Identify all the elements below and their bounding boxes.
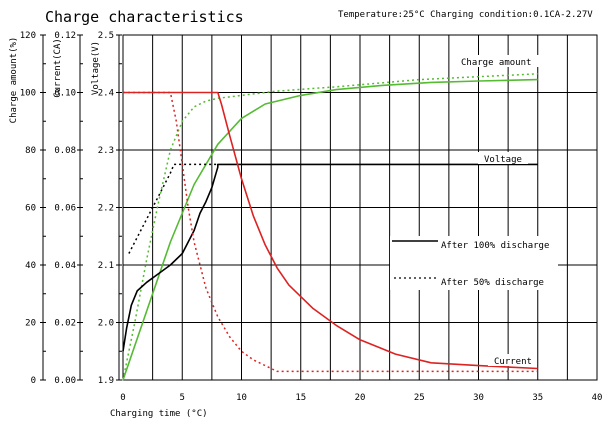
voltage-annotation: Voltage <box>484 155 522 165</box>
legend-bg <box>390 236 558 290</box>
voltage-tick-label: 2.2 <box>98 204 114 214</box>
x-axis: 0 5 10 15 20 25 30 35 40 <box>120 393 602 403</box>
charge_amount-tick-label: 0 <box>31 376 36 386</box>
current-tick-label: 0.04 <box>54 261 76 271</box>
legend-label-50: After 50% discharge <box>441 278 544 288</box>
chart-title: Charge characteristics <box>45 8 244 26</box>
current-tick-label: 0.10 <box>54 89 76 99</box>
current-tick-label: 0.08 <box>54 146 76 156</box>
x-tick-label: 40 <box>592 393 603 403</box>
current-tick-label: 0.00 <box>54 376 76 386</box>
voltage-annotation-bg <box>478 152 528 164</box>
charge-curve-dotted <box>122 73 538 381</box>
voltage-axis-label: Voltage(V) <box>91 41 101 95</box>
x-tick-label: 35 <box>532 393 543 403</box>
charge_amount-tick-label: 40 <box>25 261 36 271</box>
legend: After 100% discharge After 50% discharge <box>390 236 558 290</box>
charge-amount-annotation: Charge amount <box>461 58 531 68</box>
current-axis-label: Current(CA) <box>53 38 63 98</box>
voltage-tick-label: 2.4 <box>98 89 114 99</box>
charge-amount-annotation-bg <box>455 55 539 67</box>
voltage-tick-label: 2.3 <box>98 146 114 156</box>
voltage-curve-solid <box>122 163 538 352</box>
x-tick-label: 15 <box>295 393 306 403</box>
charge-axis-label: Charge amount(%) <box>9 37 19 124</box>
voltage-tick-label: 2.1 <box>98 261 114 271</box>
current-annotation: Current <box>494 357 532 367</box>
current-tick-label: 0.02 <box>54 319 76 329</box>
left-axes: 0 20 40 60 80 100 120 0.00 0.02 0.04 0.06 0.08 0.10 0… <box>20 31 122 386</box>
plot-frame <box>122 34 598 381</box>
legend-label-100: After 100% discharge <box>441 241 549 251</box>
charge_amount-tick-label: 100 <box>20 89 36 99</box>
current-curve-solid <box>123 91 538 370</box>
current-tick-label: 0.12 <box>54 31 76 41</box>
x-axis-label: Charging time (°C) <box>110 409 208 419</box>
current-annotation-bg <box>488 354 534 366</box>
voltage-tick-label: 2.0 <box>98 319 114 329</box>
x-tick-label: 0 <box>120 393 125 403</box>
curves <box>122 73 538 381</box>
charge_amount-tick-label: 80 <box>25 146 36 156</box>
charge-curve-solid <box>122 78 538 381</box>
header-note: Temperature:25°C Charging condition:0.1C… <box>338 10 593 20</box>
x-tick-label: 5 <box>180 393 185 403</box>
x-tick-label: 30 <box>473 393 484 403</box>
voltage-curve-dotted <box>128 163 218 254</box>
charge_amount-tick-label: 120 <box>20 31 36 41</box>
voltage-tick-label: 1.9 <box>98 376 114 386</box>
x-tick-label: 20 <box>355 393 366 403</box>
x-tick-label: 25 <box>414 393 425 403</box>
voltage-tick-label: 2.5 <box>98 31 114 41</box>
grid <box>122 34 598 381</box>
x-tick-label: 10 <box>236 393 247 403</box>
current-tick-label: 0.06 <box>54 204 76 214</box>
charge_amount-tick-label: 60 <box>25 204 36 214</box>
charge_amount-tick-label: 20 <box>25 319 36 329</box>
